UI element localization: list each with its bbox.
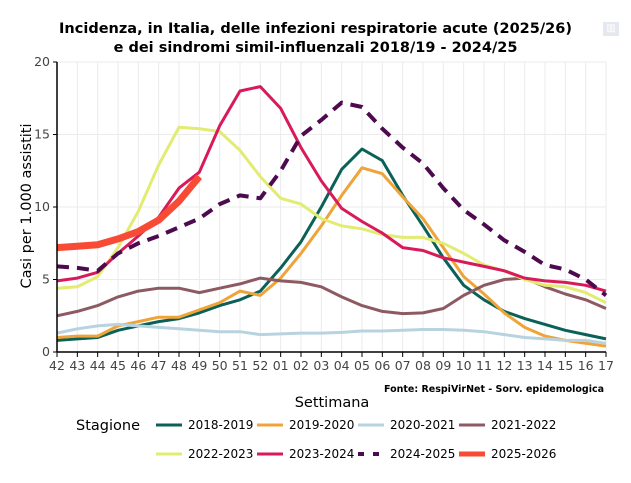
chart-icon: ▥ <box>606 23 616 34</box>
x-axis-title: Settimana <box>295 395 370 411</box>
x-tick-label: 46 <box>130 358 146 373</box>
x-tick-label: 06 <box>374 358 390 373</box>
legend-item-2023-2024[interactable]: 2023-2024 <box>257 447 354 461</box>
series-line-2020-2021[interactable] <box>56 322 607 345</box>
x-tick-label: 44 <box>90 358 106 373</box>
series-group <box>56 85 608 348</box>
y-tick-label: 5 <box>42 272 50 287</box>
series-line-2021-2022[interactable] <box>56 276 607 318</box>
x-tick-label: 07 <box>395 358 411 373</box>
y-axis-title: Casi per 1.000 assistiti <box>19 123 35 288</box>
legend-item-2025-2026[interactable]: 2025-2026 <box>459 447 556 461</box>
series-line-2024-2025[interactable] <box>56 100 608 297</box>
x-tick-label: 12 <box>496 358 512 373</box>
x-tick-label: 50 <box>212 358 228 373</box>
x-tick-label: 03 <box>313 358 329 373</box>
chart-title-line2: e dei sindromi simil-influenzali 2018/19… <box>113 40 518 56</box>
source-note: Fonte: RespiVirNet - Sorv. epidemologica <box>384 384 604 395</box>
modebar-button[interactable]: ▥ <box>603 22 619 36</box>
x-tick-label: 14 <box>537 358 553 373</box>
chart-title-line1: Incidenza, in Italia, delle infezioni re… <box>59 21 572 37</box>
y-tick-label: 0 <box>42 344 50 359</box>
x-tick-label: 01 <box>273 358 289 373</box>
legend-item-2022-2023[interactable]: 2022-2023 <box>156 447 253 461</box>
legend-label: 2023-2024 <box>289 447 354 461</box>
legend-label: 2020-2021 <box>390 418 455 432</box>
x-tick-label: 11 <box>476 358 492 373</box>
series-line-2025-2026[interactable] <box>56 174 202 252</box>
x-tick-label: 04 <box>334 358 350 373</box>
legend-item-2020-2021[interactable]: 2020-2021 <box>358 418 455 432</box>
legend-item-2021-2022[interactable]: 2021-2022 <box>459 418 556 432</box>
legend-label: 2025-2026 <box>491 447 556 461</box>
legend-label: 2018-2019 <box>188 418 253 432</box>
legend-item-2024-2025[interactable]: 2024-2025 <box>358 447 455 461</box>
chart-title: Incidenza, in Italia, delle infezioni re… <box>0 20 631 58</box>
y-tick-label: 10 <box>34 199 50 214</box>
x-tick-label: 43 <box>69 358 85 373</box>
x-tick-label: 42 <box>49 358 65 373</box>
x-tick-label: 51 <box>232 358 248 373</box>
legend-label: 2024-2025 <box>390 447 455 461</box>
series-line-2018-2019[interactable] <box>56 147 607 342</box>
x-tick-label: 09 <box>435 358 451 373</box>
x-tick-label: 45 <box>110 358 126 373</box>
legend-item-2018-2019[interactable]: 2018-2019 <box>156 418 253 432</box>
x-tick-label: 05 <box>354 358 370 373</box>
legend: Stagione 2018-2019 2019-2020 2020-2021 2021-… <box>76 418 556 461</box>
grid <box>56 61 607 353</box>
x-tick-label: 47 <box>151 358 167 373</box>
x-tick-label: 17 <box>598 358 614 373</box>
y-tick-label: 20 <box>34 54 50 69</box>
legend-title: Stagione <box>76 418 140 434</box>
x-tick-label: 08 <box>415 358 431 373</box>
x-tick-label: 10 <box>456 358 472 373</box>
legend-item-2019-2020[interactable]: 2019-2020 <box>257 418 354 432</box>
y-tick-label: 15 <box>34 127 50 142</box>
x-tick-label: 52 <box>252 358 268 373</box>
series-line-2019-2020[interactable] <box>56 166 607 348</box>
legend-label: 2022-2023 <box>188 447 253 461</box>
x-tick-label: 49 <box>191 358 207 373</box>
legend-label: 2019-2020 <box>289 418 354 432</box>
x-tick-label: 15 <box>557 358 573 373</box>
x-tick-label: 02 <box>293 358 309 373</box>
x-tick-label: 16 <box>578 358 594 373</box>
x-tick-label: 13 <box>517 358 533 373</box>
legend-label: 2021-2022 <box>491 418 556 432</box>
x-tick-label: 48 <box>171 358 187 373</box>
